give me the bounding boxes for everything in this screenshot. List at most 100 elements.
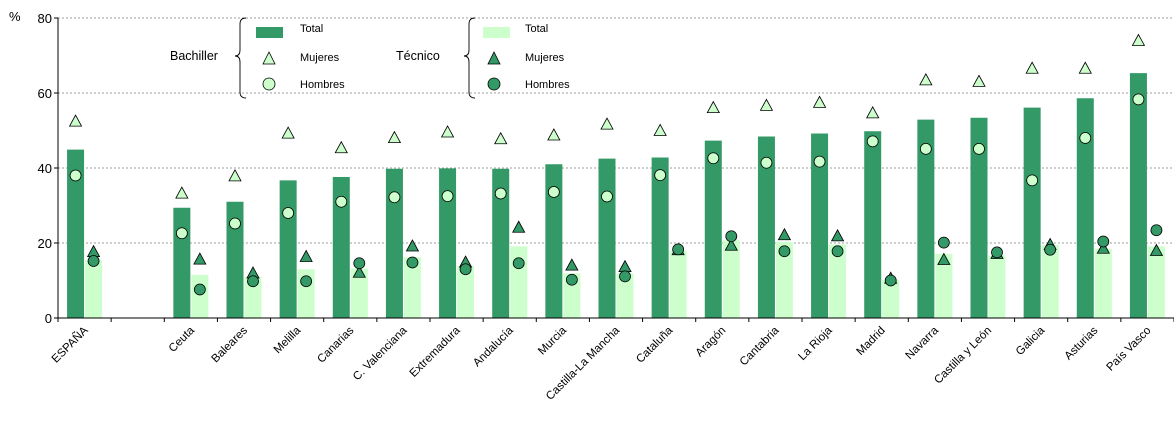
- legend-brace-bachiller: [234, 17, 247, 99]
- bar-tecnico-total-ceuta: [191, 274, 209, 318]
- legend-swatch-tecnico-total: [483, 27, 510, 38]
- marker-bachiller-mujeres-extremadura: [440, 125, 455, 138]
- bar-bachiller-total-murcia: [545, 164, 563, 318]
- bar-tecnico-total-castilla-la-mancha: [616, 273, 634, 318]
- marker-bachiller-hombres-madrid: [866, 135, 879, 148]
- marker-bachiller-mujeres-cantabria: [759, 98, 774, 111]
- x-tick-label-castilla-y-leon: Castilla y León: [932, 325, 994, 387]
- bar-tecnico-total-c-valenciana: [403, 257, 421, 318]
- bar-bachiller-total-cantabria: [757, 136, 775, 318]
- bar-bachiller-total-canarias: [332, 177, 350, 318]
- marker-tecnico-mujeres-canarias: [352, 265, 366, 278]
- marker-bachiller-hombres-castilla-la-mancha: [601, 190, 613, 203]
- marker-bachiller-hombres-castilla-y-leon: [973, 142, 985, 155]
- x-tick-label-extremadura: Extremadura: [408, 324, 463, 379]
- bar-tecnico-total-murcia: [563, 273, 581, 318]
- marker-bachiller-hombres-extremadura: [441, 190, 454, 203]
- bar-tecnico-total-canarias: [350, 268, 368, 318]
- bars: [67, 73, 1165, 318]
- marker-tecnico-hombres-ceuta: [193, 283, 206, 296]
- marker-bachiller-mujeres-castilla-la-mancha: [600, 117, 614, 130]
- x-tick-label-cantabria: Cantabria: [738, 324, 782, 368]
- y-tick-label-20: 20: [38, 236, 52, 251]
- bar-tecnico-total-baleares: [244, 277, 262, 318]
- legend-label-bachiller-hombres: Hombres: [300, 79, 345, 91]
- x-tick-label-melilla: Melilla: [272, 324, 304, 356]
- marker-bachiller-hombres-la-rioja: [813, 155, 826, 168]
- marker-bachiller-hombres-espana: [69, 169, 82, 182]
- legend-swatch-bachiller-total: [256, 27, 283, 38]
- bar-bachiller-total-castilla-y-leon: [970, 117, 988, 318]
- legend-group-bachiller: Bachiller: [170, 49, 218, 63]
- marker-tecnico-mujeres-andalucia: [512, 220, 526, 233]
- bar-tecnico-total-extremadura: [457, 265, 475, 318]
- marker-bachiller-hombres-pais-vasco: [1132, 93, 1145, 106]
- gridlines: [58, 17, 1174, 244]
- bar-bachiller-total-ceuta: [173, 207, 191, 318]
- bar-bachiller-total-melilla: [279, 180, 297, 318]
- markers: [68, 33, 1164, 296]
- x-tick-label-aragon: Aragón: [694, 325, 729, 360]
- marker-bachiller-mujeres-c-valenciana: [387, 130, 402, 144]
- x-tick-label-cataluna: Cataluña: [634, 324, 675, 365]
- marker-tecnico-hombres-castilla-la-mancha: [619, 270, 631, 283]
- legend-label-bachiller-mujeres: Mujeres: [300, 52, 340, 64]
- bar-tecnico-total-madrid: [882, 279, 900, 318]
- marker-bachiller-hombres-asturias: [1079, 132, 1092, 144]
- marker-tecnico-mujeres-c-valenciana: [405, 239, 420, 252]
- legend-label-tecnico-hombres: Hombres: [525, 79, 570, 91]
- bar-bachiller-total-cataluna: [651, 157, 669, 318]
- marker-tecnico-mujeres-castilla-la-mancha: [618, 259, 632, 273]
- legend: Bachiller Total Mujeres Hombres Técnico …: [170, 17, 570, 99]
- bar-bachiller-total-asturias: [1076, 98, 1094, 318]
- bar-bachiller-total-andalucia: [492, 168, 510, 318]
- x-tick-label-galicia: Galicia: [1014, 324, 1048, 358]
- x-tick-label-murcia: Murcia: [536, 324, 569, 357]
- marker-tecnico-hombres-baleares: [247, 275, 259, 288]
- legend-group-tecnico: Técnico: [396, 49, 440, 63]
- y-tick-label-60: 60: [38, 86, 52, 101]
- marker-tecnico-mujeres-pais-vasco: [1149, 243, 1164, 256]
- marker-tecnico-hombres-navarra: [937, 236, 950, 249]
- marker-tecnico-mujeres-murcia: [565, 258, 579, 271]
- marker-bachiller-hombres-melilla: [282, 207, 295, 219]
- marker-bachiller-hombres-ceuta: [175, 227, 188, 240]
- marker-bachiller-hombres-aragon: [707, 152, 720, 165]
- marker-tecnico-hombres-espana: [87, 255, 100, 267]
- y-tick-label-80: 80: [38, 11, 52, 26]
- x-tick-label-pais-vasco: País Vasco: [1105, 325, 1154, 374]
- bar-bachiller-total-aragon: [704, 140, 722, 318]
- marker-bachiller-mujeres-aragon: [706, 100, 720, 114]
- marker-bachiller-hombres-galicia: [1026, 174, 1039, 187]
- marker-tecnico-hombres-canarias: [353, 257, 366, 270]
- legend-label-tecnico-mujeres: Mujeres: [525, 52, 565, 64]
- marker-tecnico-hombres-galicia: [1044, 243, 1057, 256]
- legend-label-bachiller-total: Total: [300, 23, 323, 35]
- marker-tecnico-hombres-murcia: [565, 273, 578, 286]
- marker-bachiller-hombres-cataluna: [654, 169, 667, 182]
- bar-tecnico-total-la-rioja: [829, 244, 847, 318]
- x-tick-label-c-valenciana: C. Valenciana: [351, 324, 410, 383]
- bar-bachiller-total-galicia: [1023, 107, 1041, 318]
- x-tick-label-andalucia: Andalucía: [471, 324, 516, 369]
- bar-bachiller-total-madrid: [864, 131, 882, 318]
- marker-bachiller-mujeres-asturias: [1078, 61, 1092, 74]
- bar-tecnico-total-pais-vasco: [1147, 246, 1165, 318]
- marker-tecnico-hombres-madrid: [884, 274, 897, 287]
- marker-bachiller-mujeres-la-rioja: [812, 95, 827, 108]
- marker-bachiller-mujeres-pais-vasco: [1131, 33, 1146, 46]
- marker-bachiller-hombres-murcia: [547, 186, 560, 198]
- marker-bachiller-mujeres-castilla-y-leon: [972, 74, 986, 87]
- marker-bachiller-mujeres-andalucia: [494, 131, 508, 145]
- legend-brace-tecnico: [463, 17, 476, 99]
- legend-marker-tecnico-hombres: [487, 77, 501, 91]
- bar-tecnico-total-cataluna: [669, 250, 687, 318]
- marker-tecnico-mujeres-ceuta: [193, 252, 207, 265]
- x-tick-label-ceuta: Ceuta: [167, 324, 198, 355]
- bar-bachiller-total-extremadura: [439, 168, 457, 318]
- marker-tecnico-hombres-castilla-y-leon: [991, 246, 1003, 259]
- marker-tecnico-hombres-extremadura: [459, 263, 472, 276]
- x-tick-label-la-rioja: La Rioja: [796, 324, 835, 363]
- marker-bachiller-hombres-andalucia: [494, 187, 507, 200]
